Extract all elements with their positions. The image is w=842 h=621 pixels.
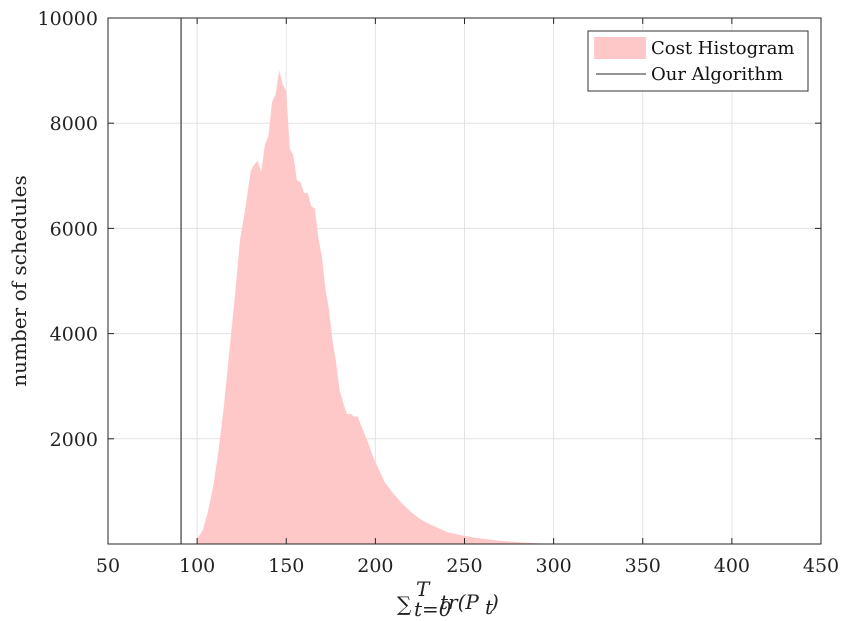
x-label-upper-limit: T (416, 577, 431, 601)
x-tick-label: 300 (535, 555, 571, 577)
x-tick-label: 200 (357, 555, 393, 577)
y-tick-label: 8000 (50, 113, 98, 135)
x-axis-label: ∑ T t=0 tr(P t ) (397, 577, 499, 621)
x-tick-label: 100 (179, 555, 215, 577)
y-tick-label: 4000 (50, 324, 98, 346)
x-tick-label: 450 (803, 555, 839, 577)
x-tick-label: 400 (714, 555, 750, 577)
legend: Cost Histogram Our Algorithm (587, 30, 809, 92)
grid-layer (108, 18, 821, 544)
y-tick-label: 2000 (50, 429, 98, 451)
legend-label-our-algorithm: Our Algorithm (651, 64, 783, 85)
legend-swatch-cost-histogram (594, 37, 646, 59)
x-tick-label: 50 (96, 555, 120, 577)
tick-layer: 50 100 150 200 250 300 350 400 450 2000 4000 6000 80… (38, 8, 840, 577)
y-axis-label: number of schedules (7, 175, 31, 386)
data-layer (180, 18, 554, 545)
x-label-subscript: t (485, 595, 494, 619)
cost-histogram-area (197, 70, 554, 545)
y-tick-label: 6000 (50, 218, 98, 240)
x-label-lower-limit: t=0 (414, 597, 452, 621)
x-label-trace: tr(P (440, 590, 479, 614)
legend-label-cost-histogram: Cost Histogram (651, 38, 795, 59)
x-tick-label: 150 (268, 555, 304, 577)
x-tick-label: 350 (625, 555, 661, 577)
x-label-sum-symbol: ∑ (397, 592, 412, 616)
y-tick-label: 10000 (38, 8, 98, 30)
x-label-close-paren: ) (490, 590, 499, 614)
x-tick-label: 250 (446, 555, 482, 577)
